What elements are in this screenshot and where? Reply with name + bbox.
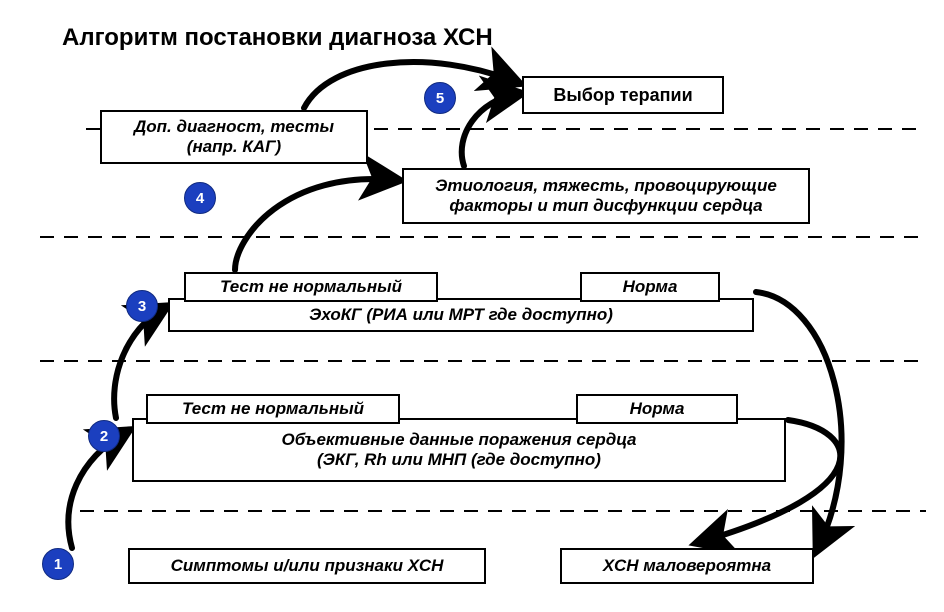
box-objective-main-label: Объективные данные поражения сердца(ЭКГ,… <box>138 430 780 469</box>
dash-line-2 <box>40 360 926 362</box>
dash-line-3 <box>80 510 926 512</box>
box-etiology-label: Этиология, тяжесть, провоцирующиефакторы… <box>408 176 804 215</box>
box-echo-norm-label: Норма <box>586 277 714 297</box>
box-unlikely-label: ХСН маловероятна <box>566 556 808 576</box>
box-symptoms-label: Симптомы и/или признаки ХСН <box>134 556 480 576</box>
step-badge-3-label: 3 <box>138 298 146 315</box>
box-therapy: Выбор терапии <box>522 76 724 114</box>
step-badge-4: 4 <box>184 182 216 214</box>
step-badge-1-label: 1 <box>54 556 62 573</box>
box-echo-abn-label: Тест не нормальный <box>190 277 432 297</box>
box-add-tests: Доп. диагност, тесты(напр. КАГ) <box>100 110 368 164</box>
diagram-title: Алгоритм постановки диагноза ХСН <box>62 24 493 52</box>
box-objective-norm-label: Норма <box>582 399 732 419</box>
box-objective-main: Объективные данные поражения сердца(ЭКГ,… <box>132 418 786 482</box>
box-etiology: Этиология, тяжесть, провоцирующиефакторы… <box>402 168 810 224</box>
dash-line-1 <box>40 236 926 238</box>
arrow-4-to-5a <box>462 94 518 166</box>
box-echo-main: ЭхоКГ (РИА или МРТ где доступно) <box>168 298 754 332</box>
step-badge-5: 5 <box>424 82 456 114</box>
box-therapy-label: Выбор терапии <box>528 85 718 106</box>
box-echo-abn: Тест не нормальный <box>184 272 438 302</box>
step-badge-3: 3 <box>126 290 158 322</box>
step-badge-1: 1 <box>42 548 74 580</box>
box-objective-abn: Тест не нормальный <box>146 394 400 424</box>
box-unlikely: ХСН маловероятна <box>560 548 814 584</box>
step-badge-4-label: 4 <box>196 190 204 207</box>
step-badge-2: 2 <box>88 420 120 452</box>
box-objective-norm: Норма <box>576 394 738 424</box>
step-badge-2-label: 2 <box>100 428 108 445</box>
box-add-tests-label: Доп. диагност, тесты(напр. КАГ) <box>106 117 362 156</box>
box-symptoms: Симптомы и/или признаки ХСН <box>128 548 486 584</box>
step-badge-5-label: 5 <box>436 90 444 107</box>
box-echo-norm: Норма <box>580 272 720 302</box>
arrow-5-to-therapy <box>304 62 516 108</box>
box-echo-main-label: ЭхоКГ (РИА или МРТ где доступно) <box>174 305 748 325</box>
box-objective-abn-label: Тест не нормальный <box>152 399 394 419</box>
arrow-3-to-4 <box>235 179 396 270</box>
